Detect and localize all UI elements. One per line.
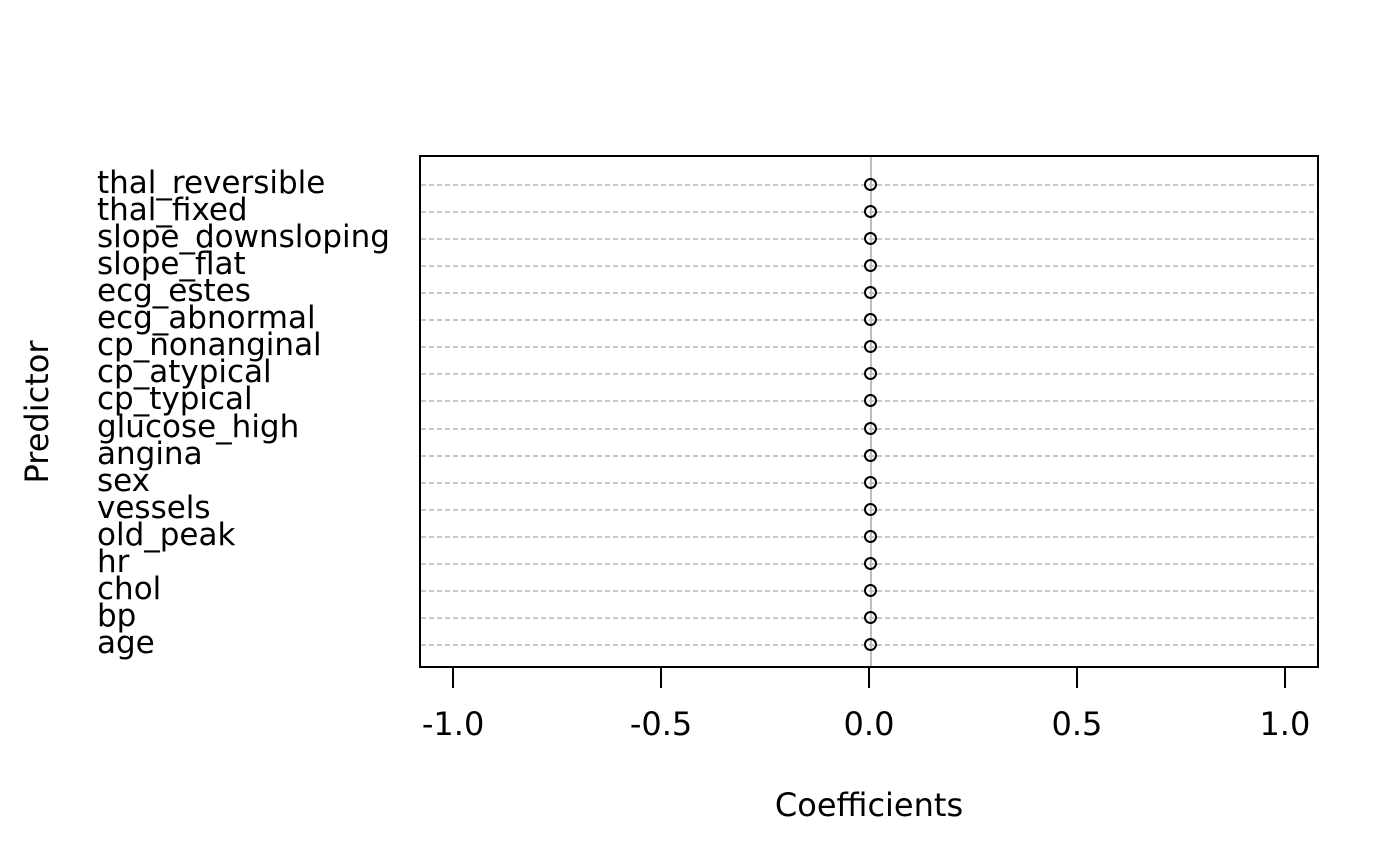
y-category-label: sex — [97, 462, 151, 499]
y-category-label: thal_reversible — [97, 165, 326, 201]
data-point-circle — [864, 475, 877, 489]
y-category-label: hr — [97, 543, 130, 580]
data-point-circle — [864, 394, 877, 408]
data-point-circle — [864, 232, 877, 246]
x-axis-tick-label: 0.5 — [1051, 705, 1103, 743]
data-point-circle — [864, 556, 877, 570]
x-axis-tick — [660, 668, 663, 688]
data-point-circle — [864, 367, 877, 381]
data-point-circle — [864, 448, 877, 462]
y-category-label: ecg_estes — [97, 273, 251, 310]
data-point-circle — [864, 583, 877, 597]
x-axis-title: Coefficients — [774, 786, 964, 824]
data-point-circle — [864, 340, 877, 354]
data-point-circle — [864, 205, 877, 219]
y-category-label: slope_downsloping — [97, 219, 390, 256]
data-point-circle — [864, 610, 877, 624]
data-point-circle — [864, 286, 877, 300]
plot-area-box — [419, 155, 1319, 668]
y-category-label: chol — [97, 570, 162, 607]
y-category-label: slope_flat — [97, 246, 246, 283]
y-category-label: bp — [97, 597, 137, 634]
y-category-label: cp_typical — [97, 381, 253, 418]
data-point-circle — [864, 638, 877, 651]
data-point-circle — [864, 178, 877, 191]
y-category-label: cp_nonanginal — [97, 327, 322, 364]
y-category-label: angina — [97, 435, 203, 472]
y-category-label: thal_fixed — [97, 192, 248, 229]
y-axis-title: Predictor — [18, 340, 56, 484]
data-point-circle — [864, 313, 877, 327]
data-point-circle — [864, 421, 877, 435]
y-category-label: ecg_abnormal — [97, 300, 316, 337]
x-axis-tick — [1075, 668, 1078, 688]
x-axis-tick — [1283, 668, 1286, 688]
data-point-circle — [864, 259, 877, 273]
y-category-label: vessels — [97, 489, 211, 526]
x-axis-tick-label: 0.0 — [843, 705, 895, 743]
data-point-circle — [864, 502, 877, 516]
x-axis-tick — [452, 668, 455, 688]
y-category-label: old_peak — [97, 516, 236, 553]
zero-reference-line — [870, 157, 872, 666]
x-axis-tick-label: -0.5 — [629, 705, 693, 743]
data-point-circle — [864, 529, 877, 543]
x-axis-tick-label: 1.0 — [1259, 705, 1311, 743]
x-axis-tick-label: -1.0 — [421, 705, 485, 743]
y-category-label: age — [97, 625, 155, 661]
y-category-label: glucose_high — [97, 408, 300, 445]
y-category-label: cp_atypical — [97, 354, 272, 391]
x-axis-tick — [868, 668, 870, 688]
plot-area-inner — [421, 157, 1317, 666]
